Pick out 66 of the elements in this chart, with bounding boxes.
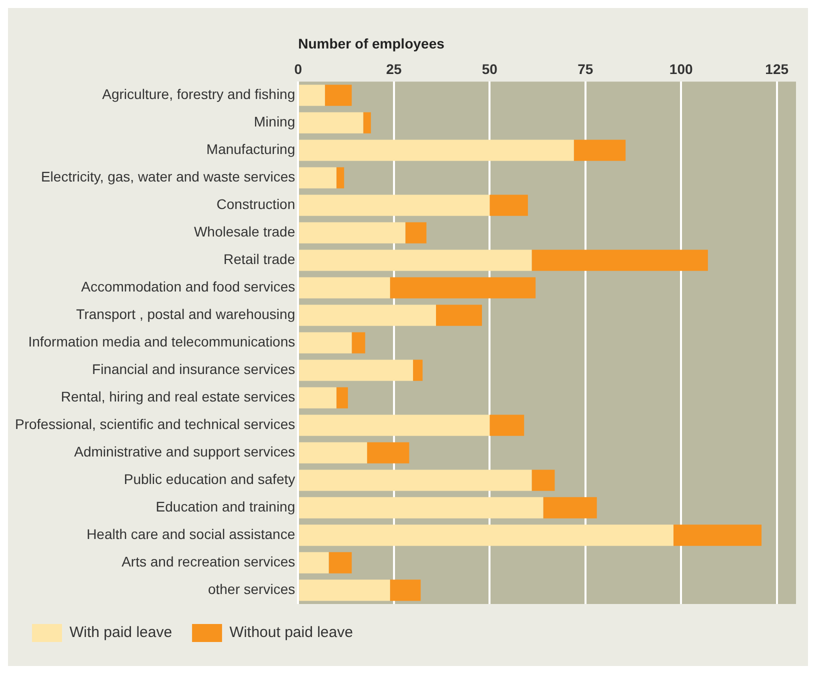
x-tick-label: 75 — [578, 61, 594, 78]
bar — [299, 277, 390, 298]
legend-label: Without paid leave — [230, 624, 353, 642]
bar — [299, 250, 532, 271]
y-tick-label: Rental, hiring and real estate services — [60, 388, 296, 405]
x-tick-label: 125 — [765, 61, 789, 78]
y-tick-label: Public education and safety — [124, 471, 296, 488]
bar — [299, 304, 436, 326]
bar — [299, 112, 364, 134]
bar — [574, 140, 626, 161]
y-tick-label: other services — [208, 581, 296, 598]
bar — [490, 194, 528, 216]
y-tick-label: Professional, scientific and technical services — [14, 416, 296, 432]
x-tick-label: 100 — [669, 61, 693, 78]
y-tick-label: Education and training — [156, 498, 296, 515]
legend-label: With paid leave — [70, 624, 172, 642]
bar — [299, 580, 390, 601]
y-tick-label: Arts and recreation services — [122, 554, 296, 570]
y-tick-label: Financial and insurance services — [92, 361, 296, 378]
bar — [299, 84, 325, 106]
bar — [299, 167, 336, 188]
bar — [363, 112, 371, 134]
y-tick-label: Agriculture, forestry and fishing — [102, 86, 296, 102]
x-tick-label: 50 — [482, 61, 498, 78]
y-tick-label: Information media and telecommunications — [28, 334, 296, 350]
bar — [299, 470, 532, 491]
bar — [673, 524, 762, 546]
bar — [532, 470, 555, 491]
bar — [490, 414, 524, 436]
y-tick-label: Electricity, gas, water and waste services — [40, 168, 296, 185]
bar — [336, 387, 348, 408]
y-tick-label: Transport , postal and warehousing — [76, 306, 296, 322]
bar — [299, 442, 368, 464]
bar — [299, 140, 574, 161]
bar — [352, 332, 366, 354]
bar — [413, 360, 423, 381]
bar — [328, 552, 352, 574]
bar — [299, 222, 406, 244]
bar — [299, 194, 490, 216]
bar — [299, 360, 414, 381]
bar — [299, 497, 544, 518]
y-tick-label: Health care and social assistance — [86, 526, 296, 542]
y-tick-label: Accommodation and food services — [81, 278, 296, 295]
bar — [367, 442, 410, 464]
bar — [390, 277, 536, 298]
bar — [436, 304, 482, 326]
y-tick-label: Administrative and support services — [74, 444, 296, 460]
y-tick-label: Manufacturing — [206, 141, 296, 158]
bar — [324, 84, 352, 106]
y-tick-label: Construction — [216, 196, 296, 212]
bar — [299, 552, 329, 574]
bar — [299, 524, 674, 546]
bar — [532, 250, 708, 271]
x-tick-label: 25 — [386, 61, 402, 78]
bar — [299, 414, 490, 436]
bar — [299, 387, 336, 408]
bar — [405, 222, 426, 244]
y-tick-label: Retail trade — [224, 251, 296, 268]
bar — [299, 332, 352, 354]
y-tick-label: Mining — [254, 114, 296, 130]
x-tick-label: 0 — [294, 61, 302, 78]
bar — [336, 167, 344, 188]
bar — [390, 580, 421, 601]
y-tick-label: Wholesale trade — [194, 224, 296, 240]
x-axis-title: Number of employees — [298, 35, 445, 52]
bar — [543, 497, 597, 518]
